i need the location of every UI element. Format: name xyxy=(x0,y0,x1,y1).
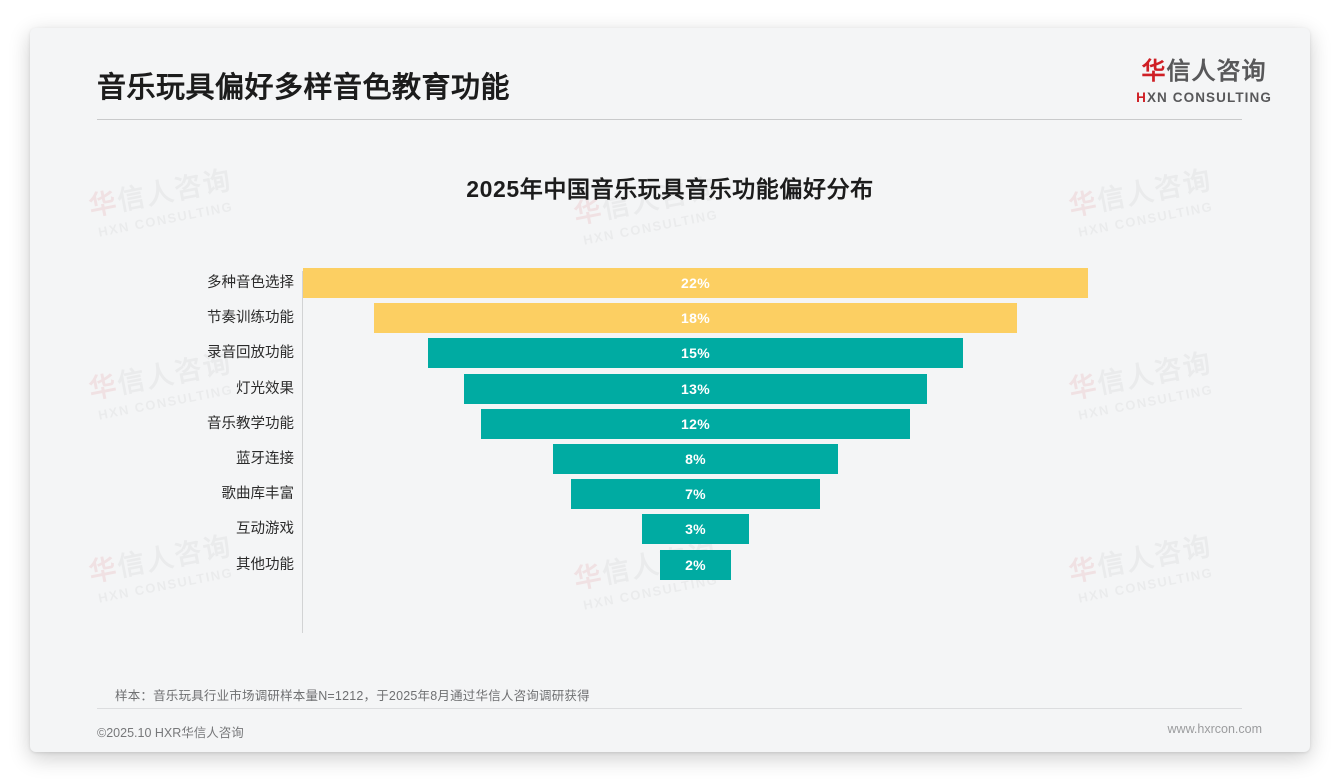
slide-footer: ©2025.10 HXR华信人咨询 www.hxrcon.com xyxy=(30,716,1310,752)
category-label: 互动游戏 xyxy=(236,521,294,538)
funnel-bar[interactable]: 22% xyxy=(303,268,1088,298)
chart-row: 其他功能 2% xyxy=(30,549,1310,585)
chart-container: 2025年中国音乐玩具音乐功能偏好分布 多种音色选择 22% 节奏训练功能 18% 录音… xyxy=(30,148,1310,668)
category-label: 灯光效果 xyxy=(236,380,294,397)
slide-card: 华信人咨询 HXN CONSULTING 华信人咨询 HXN CONSULTIN… xyxy=(30,28,1310,752)
category-label: 其他功能 xyxy=(236,556,294,573)
bar-value-label: 7% xyxy=(685,486,706,503)
bar-value-label: 8% xyxy=(685,450,706,467)
category-label: 歌曲库丰富 xyxy=(221,486,295,503)
bar-value-label: 15% xyxy=(681,345,710,362)
chart-row: 节奏训练功能 18% xyxy=(30,303,1310,338)
category-label: 多种音色选择 xyxy=(207,275,294,291)
funnel-bar[interactable]: 8% xyxy=(552,443,839,474)
funnel-bar[interactable]: 3% xyxy=(641,514,749,545)
logo-cn-text: 华信人咨询 xyxy=(1141,58,1267,85)
chart-row: 蓝牙连接 8% xyxy=(30,443,1310,479)
chart-rows: 多种音色选择 22% 节奏训练功能 18% 录音回放功能 15% 灯光效果 13% 音乐教学功能… xyxy=(30,268,1310,585)
chart-row: 互动游戏 3% xyxy=(30,514,1310,549)
bar-value-label: 18% xyxy=(681,310,710,327)
funnel-chart: 多种音色选择 22% 节奏训练功能 18% 录音回放功能 15% 灯光效果 13% 音乐教学功能… xyxy=(30,268,1310,640)
category-axis-line xyxy=(302,271,304,633)
funnel-bar[interactable]: 12% xyxy=(481,408,910,439)
brand-logo: 华信人咨询 HXN CONSULTING xyxy=(1136,60,1272,105)
copyright-text: ©2025.10 HXR华信人咨询 xyxy=(97,726,244,740)
slide-header: 音乐玩具偏好多样音色教育功能 华信人咨询 HXN CONSULTING xyxy=(30,28,1310,120)
category-label: 音乐教学功能 xyxy=(207,415,294,432)
website-url[interactable]: www.hxrcon.com xyxy=(1167,722,1262,736)
bar-value-label: 3% xyxy=(685,521,706,538)
funnel-bar[interactable]: 7% xyxy=(570,479,821,510)
page-title: 音乐玩具偏好多样音色教育功能 xyxy=(97,72,511,104)
bar-value-label: 13% xyxy=(681,380,710,397)
funnel-bar[interactable]: 2% xyxy=(659,549,732,580)
logo-en-text: HXN CONSULTING xyxy=(1136,90,1272,105)
chart-title: 2025年中国音乐玩具音乐功能偏好分布 xyxy=(466,176,874,202)
category-label: 蓝牙连接 xyxy=(236,450,294,467)
bar-value-label: 12% xyxy=(681,415,710,432)
chart-row: 音乐教学功能 12% xyxy=(30,408,1310,444)
bar-value-label: 22% xyxy=(681,275,710,291)
bar-value-label: 2% xyxy=(685,556,706,573)
source-note: 样本：音乐玩具行业市场调研样本量N=1212，于2025年8月通过华信人咨询调研… xyxy=(115,689,590,703)
funnel-bar[interactable]: 15% xyxy=(427,338,964,369)
chart-row: 录音回放功能 15% xyxy=(30,338,1310,373)
category-label: 录音回放功能 xyxy=(207,345,294,362)
header-divider xyxy=(97,119,1242,120)
chart-row: 歌曲库丰富 7% xyxy=(30,479,1310,514)
category-label: 节奏训练功能 xyxy=(207,310,294,327)
funnel-bar[interactable]: 18% xyxy=(374,303,1017,334)
chart-row: 多种音色选择 22% xyxy=(30,268,1310,303)
chart-row: 灯光效果 13% xyxy=(30,373,1310,409)
funnel-bar[interactable]: 13% xyxy=(463,373,928,404)
footer-divider xyxy=(97,708,1242,709)
